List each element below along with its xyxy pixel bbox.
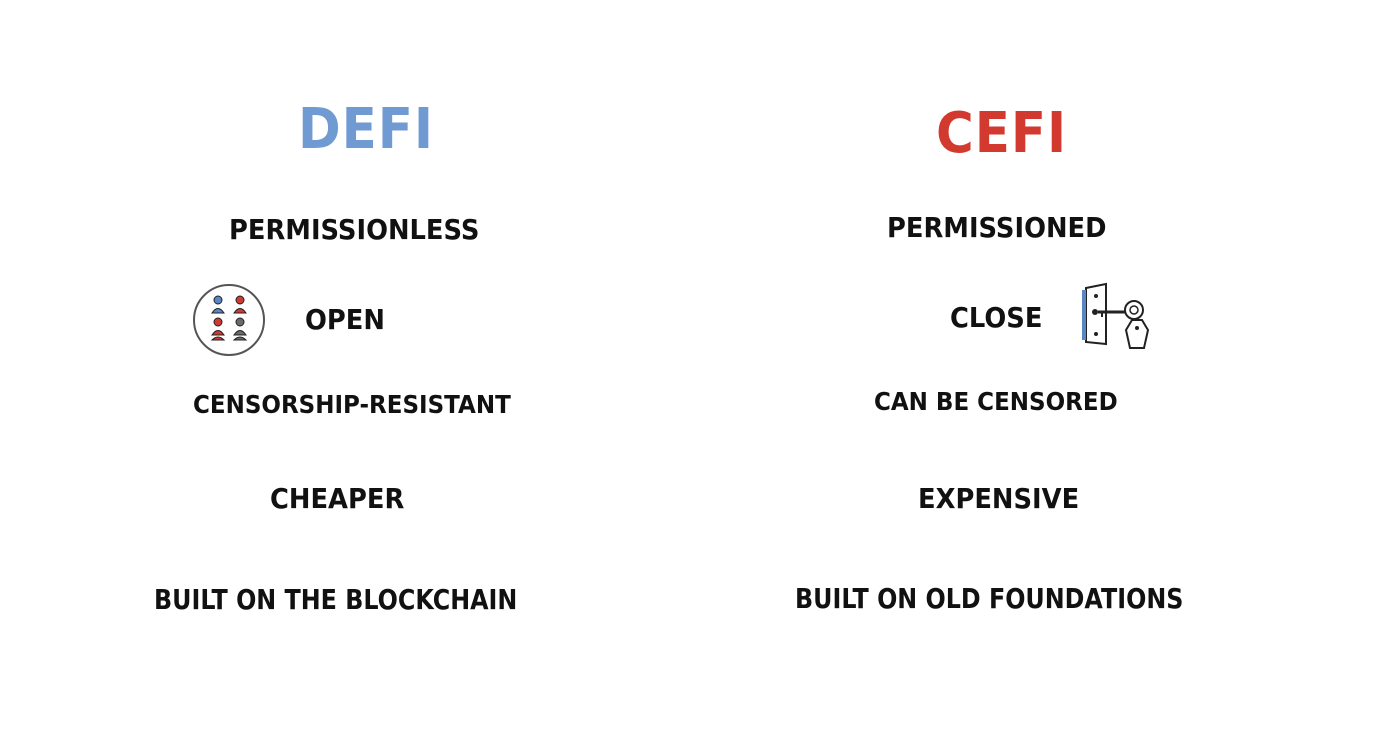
people-circle-icon: [190, 282, 268, 362]
lock-key-icon: [1080, 282, 1154, 356]
cefi-expensive: EXPENSIVE: [918, 482, 1080, 515]
cefi-built: BUILT ON OLD FOUNDATIONS: [795, 582, 1184, 615]
cefi-title: CEFI: [936, 101, 1068, 166]
cefi-can-be-censored: CAN BE CENSORED: [874, 387, 1118, 416]
defi-title: DEFI: [298, 97, 435, 162]
defi-cheaper: CHEAPER: [270, 482, 405, 515]
cefi-permissioned: PERMISSIONED: [887, 211, 1107, 244]
defi-open: OPEN: [305, 303, 385, 336]
cefi-close: CLOSE: [950, 301, 1043, 334]
defi-built: BUILT ON THE BLOCKCHAIN: [154, 583, 518, 616]
defi-permissionless: PERMISSIONLESS: [229, 213, 480, 246]
defi-censorship-resistant: CENSORSHIP-RESISTANT: [193, 390, 511, 419]
